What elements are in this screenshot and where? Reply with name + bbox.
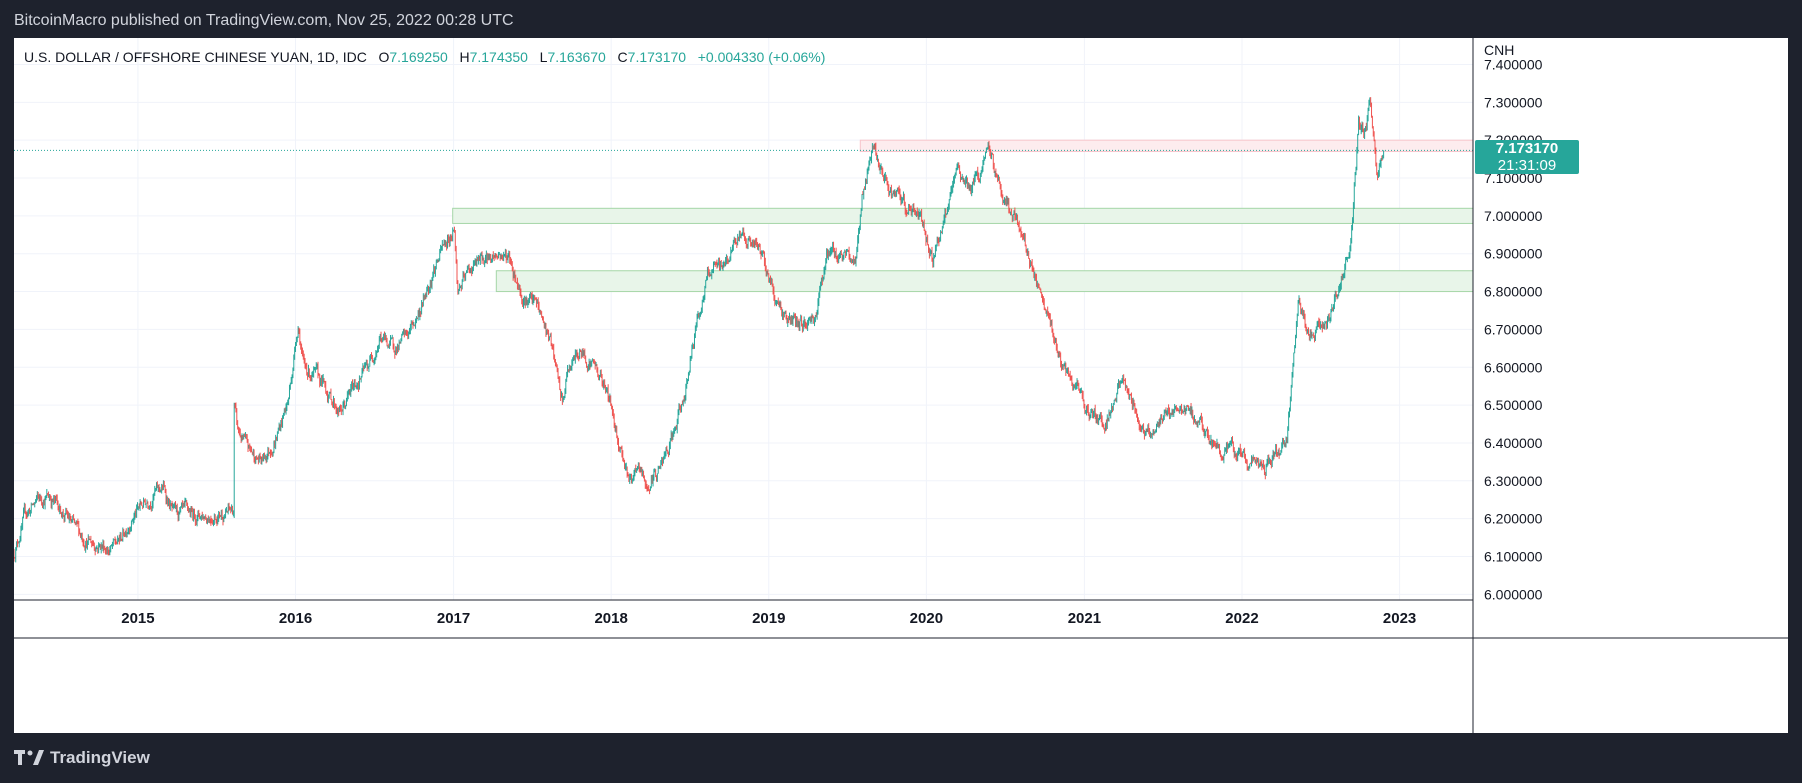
y-tick-label: 7.100000	[1484, 170, 1543, 186]
support-zone	[452, 207, 1474, 224]
x-tick-label: 2015	[121, 610, 154, 627]
x-tick-label: 2017	[437, 610, 470, 627]
x-tick-label: 2020	[910, 610, 943, 627]
y-tick-label: 6.200000	[1484, 511, 1543, 527]
candlestick-chart[interactable]: 6.000000 6.100000 6.200000 6.300000 6.400000…	[14, 38, 1788, 733]
published-line: BitcoinMacro published on TradingView.co…	[14, 12, 514, 29]
y-tick-label: 6.900000	[1484, 246, 1543, 262]
y-tick-label: 6.300000	[1484, 473, 1543, 489]
resistance-zone	[859, 139, 1474, 153]
high-value: 7.174350	[469, 49, 528, 65]
chart-panel[interactable]: 6.000000 6.100000 6.200000 6.300000 6.400000…	[14, 38, 1788, 733]
bar-countdown: 21:31:09	[1497, 157, 1557, 175]
footer-brand[interactable]: TradingView	[14, 748, 150, 768]
y-tick-label: 6.700000	[1484, 321, 1543, 337]
close-value: 7.173170	[627, 49, 687, 65]
low-value: 7.163670	[547, 49, 606, 65]
change-value: +0.004330 (+0.06%)	[697, 49, 826, 65]
x-tick-label: 2021	[1068, 610, 1101, 627]
x-tick-label: 2022	[1225, 610, 1258, 627]
symbol-title[interactable]: U.S. DOLLAR / OFFSHORE CHINESE YUAN, 1D,…	[24, 49, 367, 65]
last-price-badge: 7.173170 21:31:09	[1475, 140, 1579, 175]
y-tick-label: 6.400000	[1484, 435, 1543, 451]
x-tick-label: 2018	[594, 610, 627, 627]
high-label: H	[459, 49, 470, 65]
y-tick-label: 6.800000	[1484, 284, 1543, 300]
symbol-legend: U.S. DOLLAR / OFFSHORE CHINESE YUAN, 1D,…	[24, 49, 825, 65]
low-label: L	[539, 49, 548, 65]
x-tick-label: 2019	[752, 610, 785, 627]
open-label: O	[378, 49, 390, 65]
y-tick-label: 6.000000	[1484, 586, 1543, 602]
candles	[14, 97, 1385, 563]
y-tick-label: 6.500000	[1484, 397, 1543, 413]
axes: 6.000000 6.100000 6.200000 6.300000 6.400000…	[14, 38, 1788, 733]
footer-brand-label: TradingView	[50, 748, 150, 767]
last-price-value: 7.173170	[1495, 140, 1559, 158]
y-tick-label: 7.000000	[1484, 208, 1543, 224]
open-value: 7.169250	[389, 49, 448, 65]
price-zones	[452, 139, 1474, 293]
y-tick-label: 7.400000	[1484, 56, 1543, 72]
y-tick-label: 6.600000	[1484, 359, 1543, 375]
close-label: C	[617, 49, 628, 65]
x-tick-label: 2023	[1383, 610, 1416, 627]
y-tick-label: 7.300000	[1484, 94, 1543, 110]
currency-label: CNH	[1484, 42, 1514, 58]
tradingview-logo-icon	[14, 750, 44, 765]
support-zone	[495, 270, 1474, 293]
x-tick-label: 2016	[279, 610, 312, 627]
y-tick-label: 6.100000	[1484, 548, 1543, 564]
